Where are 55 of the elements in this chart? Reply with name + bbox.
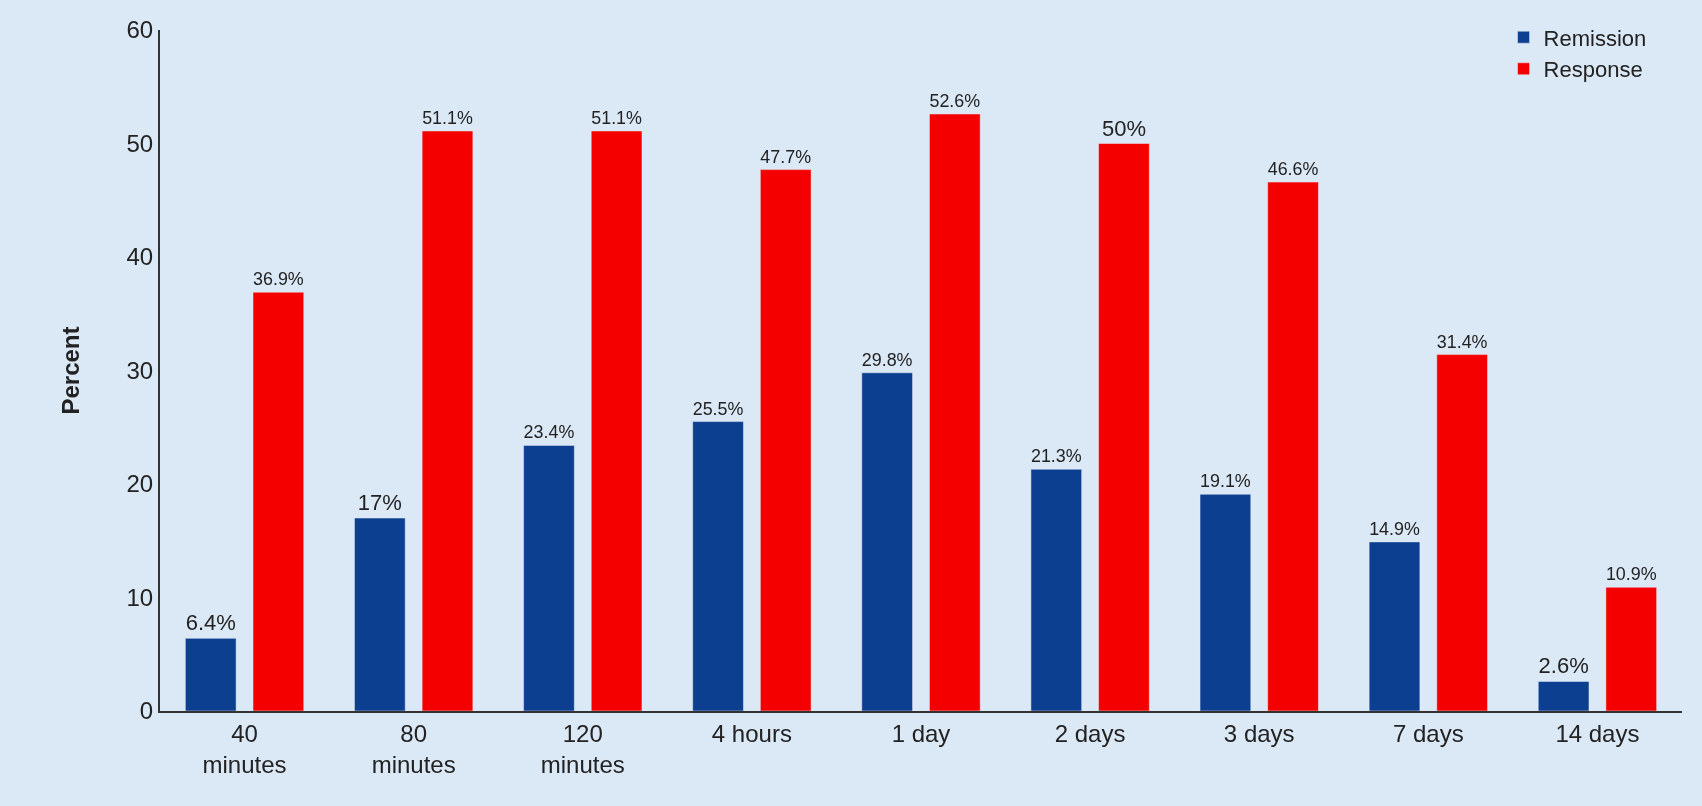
x-tick-label: 14 days	[1555, 719, 1640, 747]
data-label: 31.4%	[1436, 331, 1488, 352]
bar	[861, 372, 913, 711]
data-label: 10.9%	[1605, 564, 1657, 585]
data-label: 17%	[357, 490, 402, 516]
data-label: 2.6%	[1538, 653, 1589, 679]
data-label: 6.4%	[185, 610, 236, 636]
bar	[421, 130, 474, 711]
data-label: 19.1%	[1200, 471, 1251, 492]
bar	[1368, 541, 1421, 711]
data-label: 36.9%	[253, 269, 304, 290]
x-tick-label: 7 days	[1392, 719, 1464, 747]
legend-label: Response	[1543, 57, 1643, 83]
x-tick-label: 80 minutes	[371, 719, 456, 778]
bar	[1199, 493, 1252, 711]
bar	[929, 113, 981, 711]
y-tick-label: 40	[126, 243, 154, 271]
bar	[1605, 587, 1657, 711]
bar	[760, 169, 812, 711]
bar	[692, 421, 744, 711]
y-tick-label: 10	[126, 583, 154, 611]
y-axis-title: Percent	[57, 326, 85, 415]
data-label: 21.3%	[1030, 446, 1082, 467]
x-tick-label: 120 minutes	[540, 719, 625, 778]
y-tick-label: 20	[126, 470, 154, 498]
bar	[185, 638, 237, 711]
bar	[1267, 181, 1319, 711]
x-tick-label: 40 minutes	[202, 719, 287, 778]
data-label: 51.1%	[422, 107, 473, 128]
y-tick-label: 60	[126, 16, 154, 44]
y-tick-label: 50	[126, 129, 154, 157]
data-label: 25.5%	[692, 398, 744, 419]
data-label: 52.6%	[929, 90, 981, 111]
x-tick-label: 3 days	[1223, 719, 1295, 747]
bar	[1538, 681, 1590, 711]
bar	[523, 445, 575, 711]
bar	[252, 291, 304, 711]
x-tick-label: 4 hours	[711, 719, 792, 747]
data-label: 50%	[1101, 115, 1146, 141]
data-label: 29.8%	[861, 349, 913, 370]
data-label: 23.4%	[523, 422, 575, 443]
bar	[1030, 469, 1082, 711]
bar	[1098, 143, 1150, 711]
data-label: 47.7%	[760, 146, 812, 167]
bar	[590, 130, 643, 711]
y-tick-label: 0	[139, 697, 154, 725]
y-tick-label: 30	[126, 356, 154, 384]
bar	[354, 517, 406, 711]
data-label: 14.9%	[1369, 518, 1420, 539]
legend-label: Remission	[1543, 25, 1647, 51]
data-label: 46.6%	[1267, 159, 1319, 180]
x-tick-label: 2 days	[1054, 719, 1126, 747]
x-tick-label: 1 day	[891, 719, 951, 747]
data-label: 51.1%	[591, 107, 643, 128]
bar	[1436, 354, 1488, 711]
